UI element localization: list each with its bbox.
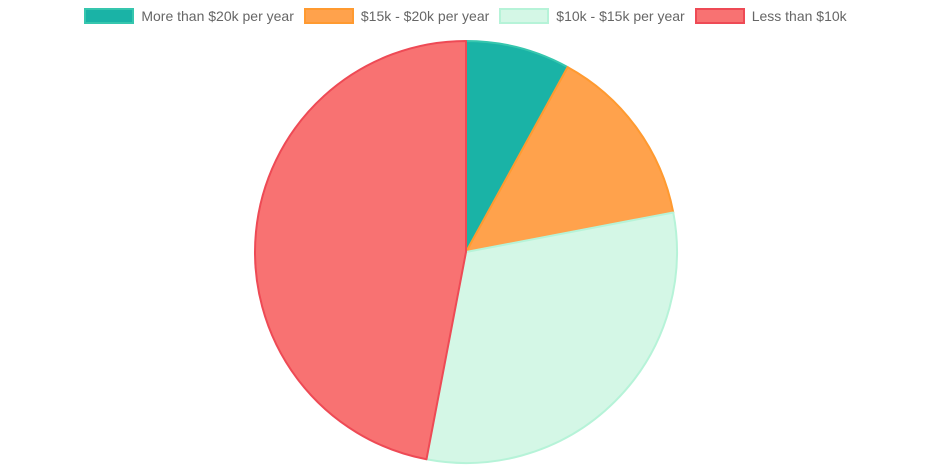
legend-label-10k-15k: $10k - $15k per year: [556, 8, 685, 24]
legend-item-more-than-20k[interactable]: More than $20k per year: [84, 8, 294, 24]
pie-slice-10k-15k[interactable]: [425, 211, 678, 464]
legend-swatch-15k-20k: [303, 8, 354, 24]
legend-swatch-10k-15k: [499, 8, 550, 24]
chart-legend: More than $20k per year $15k - $20k per …: [0, 8, 931, 24]
legend-item-10k-15k[interactable]: $10k - $15k per year: [499, 8, 685, 24]
legend-item-15k-20k[interactable]: $15k - $20k per year: [303, 8, 490, 24]
pie-slice-more-than-20k[interactable]: [465, 40, 569, 253]
legend-swatch-less-than-10k: [694, 8, 745, 24]
pie-slice-15k-20k[interactable]: [465, 66, 675, 253]
legend-label-less-than-10k: Less than $10k: [751, 8, 847, 24]
legend-label-15k-20k: $15k - $20k per year: [360, 8, 490, 24]
pie-slice-less-than-10k[interactable]: [254, 40, 467, 461]
legend-swatch-more-than-20k: [84, 8, 135, 24]
legend-item-less-than-10k[interactable]: Less than $10k: [694, 8, 847, 24]
legend-label-more-than-20k: More than $20k per year: [141, 8, 294, 24]
